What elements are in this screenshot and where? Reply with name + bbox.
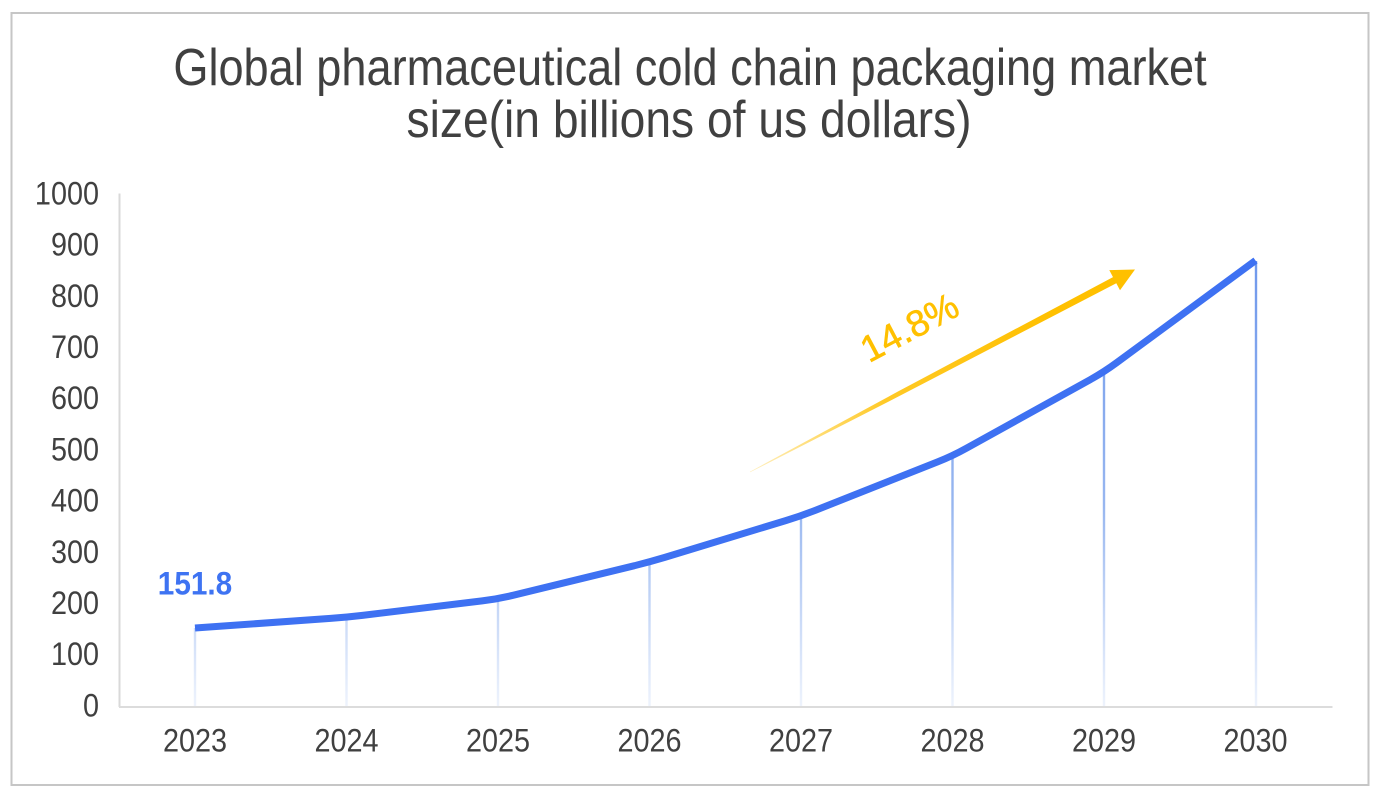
svg-text:400: 400 <box>51 483 99 519</box>
svg-text:2027: 2027 <box>769 723 833 759</box>
svg-text:300: 300 <box>51 534 99 570</box>
svg-text:800: 800 <box>51 278 99 314</box>
svg-text:2026: 2026 <box>617 723 681 759</box>
svg-text:2023: 2023 <box>163 723 227 759</box>
svg-text:200: 200 <box>51 586 99 622</box>
svg-text:500: 500 <box>51 432 99 468</box>
svg-text:900: 900 <box>51 227 99 263</box>
svg-text:1000: 1000 <box>35 176 99 212</box>
svg-text:size(in billions of us dollars: size(in billions of us dollars) <box>406 90 971 148</box>
svg-text:0: 0 <box>83 688 99 724</box>
svg-text:2025: 2025 <box>466 723 530 759</box>
svg-text:600: 600 <box>51 381 99 417</box>
svg-text:Global pharmaceutical cold cha: Global pharmaceutical cold chain packagi… <box>173 39 1207 97</box>
svg-text:2029: 2029 <box>1072 723 1136 759</box>
svg-text:700: 700 <box>51 330 99 366</box>
svg-text:100: 100 <box>51 637 99 673</box>
svg-text:151.8: 151.8 <box>158 566 232 602</box>
svg-text:2024: 2024 <box>314 723 378 759</box>
svg-text:2028: 2028 <box>920 723 984 759</box>
svg-text:2030: 2030 <box>1223 723 1287 759</box>
